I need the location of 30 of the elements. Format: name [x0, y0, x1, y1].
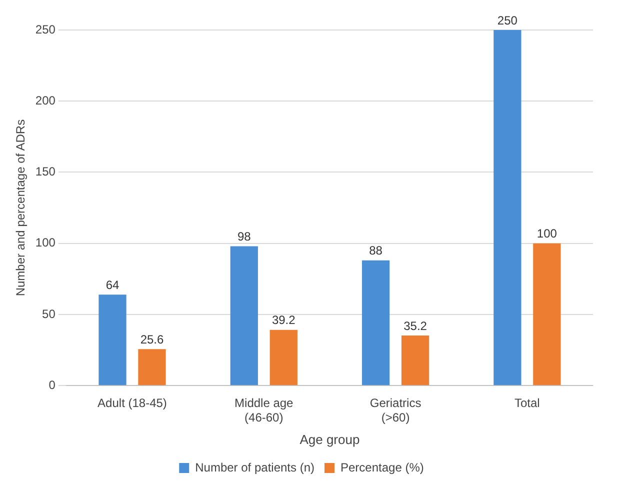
data-label: 64 [106, 278, 120, 292]
y-tick-label: 100 [35, 236, 56, 250]
y-axis-title: Number and percentage of ADRs [14, 119, 28, 296]
bar [401, 336, 430, 386]
data-label: 100 [536, 226, 558, 241]
bar [494, 30, 522, 386]
x-tick-label: Total [514, 396, 540, 410]
x-axis-title: Age group [300, 432, 360, 447]
legend-label: Number of patients (n) [195, 460, 315, 474]
data-label: 98 [237, 230, 252, 244]
bar [270, 330, 298, 386]
y-tick-label: 0 [48, 378, 56, 392]
x-tick-label: Adult (18-45) [98, 396, 167, 410]
bar [98, 294, 126, 386]
data-label: 35.2 [404, 318, 428, 333]
bar [230, 246, 258, 386]
bar [533, 243, 561, 386]
y-tick-label: 250 [35, 22, 56, 36]
legend-label: Percentage (%) [340, 460, 424, 474]
x-tick-label: Geriatrics (>60) [370, 396, 422, 425]
data-label: 25.6 [140, 332, 164, 346]
bar [138, 349, 166, 386]
data-label: 250 [497, 13, 518, 28]
bar [362, 260, 390, 386]
y-tick-label: 200 [35, 93, 56, 108]
data-label: 39.2 [272, 313, 296, 328]
y-tick-label: 150 [35, 164, 56, 179]
x-tick-label: Middle age (46-60) [234, 396, 294, 425]
y-tick-label: 50 [42, 306, 56, 321]
data-label: 88 [369, 244, 383, 258]
